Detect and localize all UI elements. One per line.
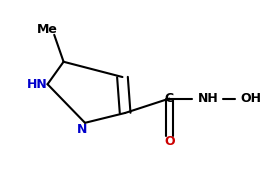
Text: O: O — [164, 135, 175, 148]
Text: HN: HN — [26, 78, 47, 91]
Text: NH: NH — [198, 92, 218, 105]
Text: Me: Me — [37, 23, 58, 36]
Text: –: – — [226, 91, 233, 106]
Text: OH: OH — [240, 92, 261, 105]
Text: N: N — [77, 123, 87, 136]
Text: C: C — [165, 92, 174, 105]
